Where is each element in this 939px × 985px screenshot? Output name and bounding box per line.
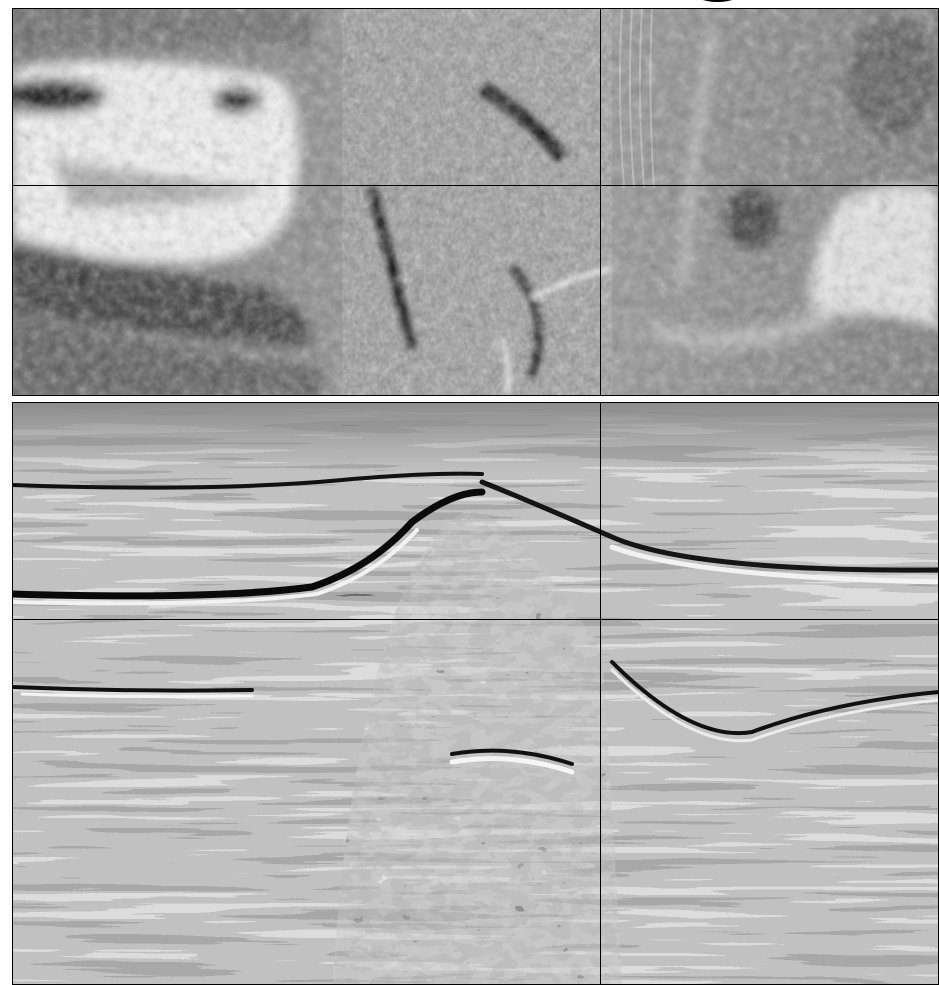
clipped-title-glyph [670, 0, 830, 20]
inline-section-image [12, 402, 939, 985]
time-slice-panel [12, 8, 939, 396]
inline-section-panel [12, 402, 939, 985]
time-slice-image [12, 8, 939, 396]
